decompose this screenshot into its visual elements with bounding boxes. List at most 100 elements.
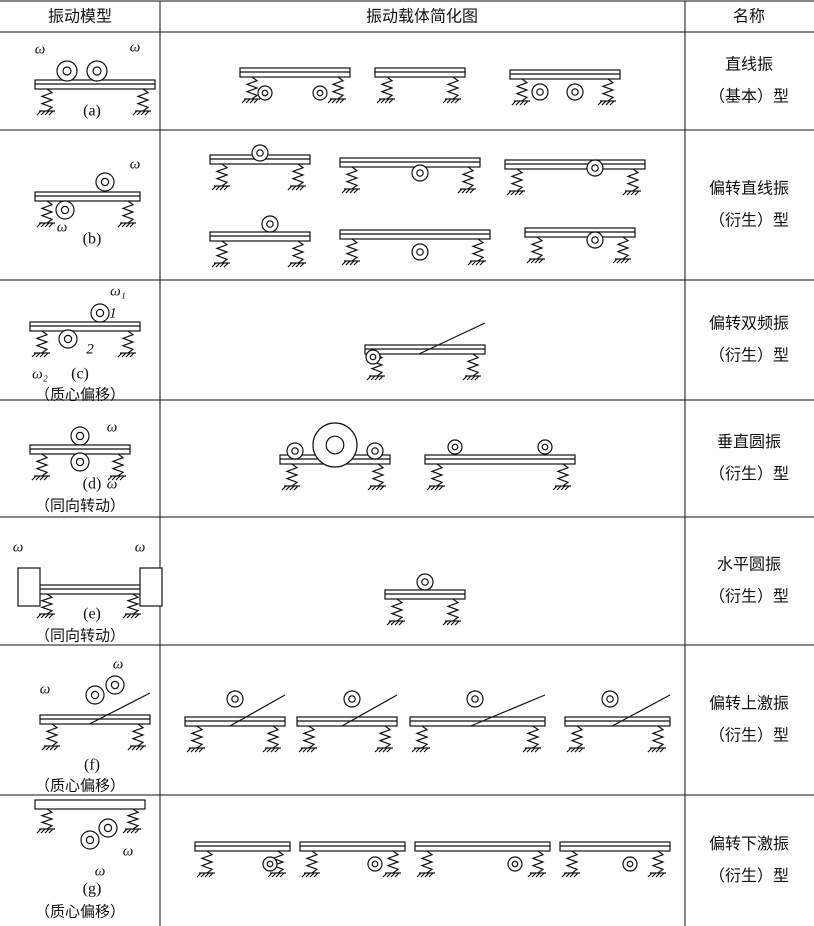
type-name: 水平圆振 (717, 555, 781, 574)
hatch (518, 190, 524, 196)
spring (126, 593, 140, 615)
motor-hub (591, 164, 599, 172)
motor (531, 83, 549, 101)
spring (345, 238, 359, 262)
motor (70, 426, 90, 446)
motor (507, 856, 523, 872)
spring (471, 238, 485, 262)
type-name: （衍生）型 (709, 726, 789, 745)
model-symbol: ω₁ (110, 283, 126, 299)
model-symbol: ω (123, 843, 134, 859)
hatch (569, 872, 575, 878)
motor-hub (591, 236, 599, 244)
spring (601, 78, 615, 102)
hatch (430, 485, 436, 491)
hatch (48, 222, 54, 228)
hatch (561, 872, 567, 878)
motor (80, 830, 100, 850)
hatch (446, 620, 452, 626)
model-symbol: ω (57, 219, 68, 235)
hatch (612, 258, 618, 264)
hatch (531, 872, 537, 878)
motor-hub (75, 457, 85, 467)
hatch (655, 747, 661, 753)
hatch (121, 352, 127, 358)
model-symbol: ω (130, 156, 141, 172)
hatch (522, 747, 528, 753)
spring (40, 88, 54, 112)
hatch (374, 747, 380, 753)
hatch (215, 262, 221, 268)
hatch (419, 747, 425, 753)
hatch (382, 747, 388, 753)
hatch (43, 475, 49, 481)
hatch (345, 188, 351, 194)
spring (35, 453, 49, 477)
spring (531, 850, 545, 874)
tilt-plate (341, 694, 398, 727)
hatch (279, 872, 285, 878)
hatch (119, 475, 125, 481)
hatch (305, 872, 311, 878)
motor-hub (261, 89, 269, 97)
model-symbol: ω (35, 41, 46, 57)
spring (530, 236, 544, 260)
hatch (526, 747, 532, 753)
hatch (111, 475, 117, 481)
spring (386, 850, 400, 874)
type-name: 垂直圆振 (717, 432, 781, 451)
motor (367, 856, 383, 872)
hatch (461, 188, 467, 194)
type-name: （基本）型 (709, 87, 789, 106)
hatch (380, 98, 386, 104)
hatch (634, 190, 640, 196)
hatch (134, 828, 140, 834)
hatch (39, 475, 45, 481)
hatch (390, 620, 396, 626)
motor (85, 685, 105, 705)
hatch (465, 188, 471, 194)
hatch (196, 872, 202, 878)
hatch (309, 872, 315, 878)
spring (570, 725, 584, 749)
hatch (479, 260, 485, 266)
hatch (574, 747, 580, 753)
spring (616, 236, 630, 260)
hatch (204, 872, 210, 878)
hatch (349, 188, 355, 194)
hatch (223, 185, 229, 191)
hatch (375, 485, 381, 491)
motor-hub (541, 443, 549, 451)
hatch (219, 262, 225, 268)
motor (447, 439, 463, 455)
model-symbol: 1 (109, 305, 117, 321)
spring (526, 725, 540, 749)
hatch (122, 828, 128, 834)
spring (420, 850, 434, 874)
motor (226, 690, 244, 708)
hatch (245, 98, 251, 104)
type-name: （衍生）型 (709, 464, 789, 483)
hatch (565, 872, 571, 878)
motor-hub (85, 835, 95, 845)
motor-hub (371, 860, 379, 868)
motor-hub (266, 860, 274, 868)
hatch (578, 747, 584, 753)
plate (34, 799, 146, 810)
hatch (44, 828, 50, 834)
hatch (511, 100, 517, 106)
hatch (287, 185, 293, 191)
hatch (573, 872, 579, 878)
model-label: (a) (83, 103, 101, 120)
spring (446, 598, 460, 622)
hatch (327, 98, 333, 104)
hatch (36, 110, 42, 116)
spring (40, 200, 54, 224)
hatch (446, 98, 452, 104)
hatch (530, 747, 536, 753)
type-name: 偏转双频振 (709, 314, 789, 333)
motor-hub (571, 88, 579, 96)
hatch (241, 98, 247, 104)
spring (371, 463, 385, 487)
motor-hub (451, 443, 459, 451)
